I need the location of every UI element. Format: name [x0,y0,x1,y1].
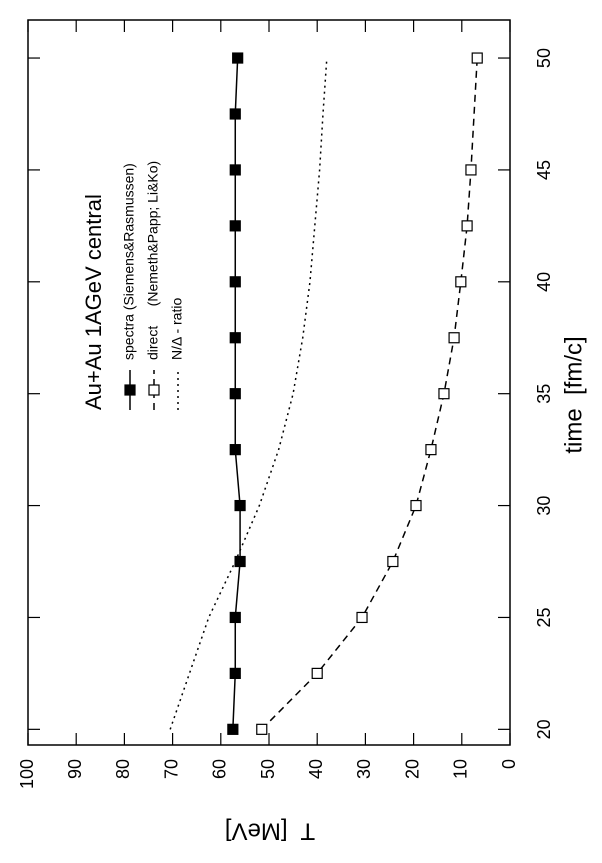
y-tick-label: 90 [65,759,85,779]
y-tick-label: 0 [499,759,519,769]
data-point [232,52,244,64]
legend-label: direct (Nemeth&Papp; Li&Ko) [145,161,161,360]
series-line [261,57,478,730]
rotated-plot: 20 25 30 35 40 45 50 0 10 20 30 40 50 60 70 80 90 100 time… [17,19,587,845]
data-point [234,555,246,568]
x-tick-label: 35 [534,384,554,404]
legend-label: N/Δ - ratio [169,298,185,360]
y-tick-label: 80 [113,759,133,779]
legend-marker [148,384,160,396]
data-point [425,444,437,456]
data-point [387,555,399,568]
y-tick-label: 10 [451,759,471,779]
x-tick-label: 30 [534,496,554,516]
x-tick-label: 20 [534,719,554,739]
y-axis-label: T [MeV] [225,818,315,845]
data-point [311,667,323,679]
series-line [169,57,328,730]
data-point [229,444,241,456]
data-point [438,388,450,400]
data-point [465,164,477,176]
y-tick-label: 70 [161,759,181,779]
legend-marker [124,384,136,396]
data-point [227,723,239,735]
y-tick-label: 20 [402,759,422,779]
y-tick-label: 50 [258,759,278,779]
data-point [256,723,268,735]
annotation: Au+Au 1AGeV central [81,194,106,410]
legend-label: spectra (Siemens&Rasmussen) [121,163,137,360]
x-tick-label: 45 [534,160,554,180]
data-point [229,276,241,288]
data-point [229,388,241,400]
y-tick-label: 30 [354,759,374,779]
data-point [448,332,460,344]
data-point [229,332,241,344]
data-point [356,611,368,624]
data-point [229,667,241,679]
x-axis-label: time [fm/c] [560,336,587,453]
data-point [410,499,422,512]
x-tick-label: 25 [534,607,554,627]
x-tick-label: 50 [534,48,554,68]
data-point [461,220,473,232]
data-point [455,276,467,288]
y-tick-label: 40 [306,759,326,779]
data-point [229,611,241,624]
y-tick-label: 100 [17,759,37,789]
data-point [229,220,241,232]
x-tick-label: 40 [534,272,554,292]
data-point [234,499,246,512]
y-tick-label: 60 [210,759,230,779]
data-point [229,164,241,176]
data-point [229,108,241,120]
data-point [471,52,483,64]
